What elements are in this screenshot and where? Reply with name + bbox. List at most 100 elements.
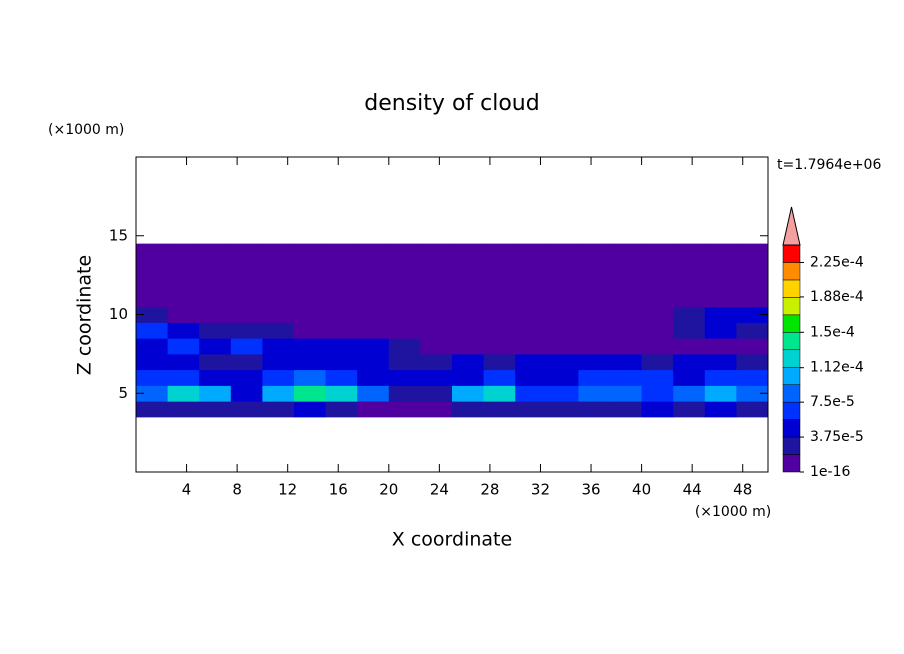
- cell: [136, 353, 169, 371]
- x-tick-label: 4: [182, 481, 192, 499]
- x-tick-label: 48: [733, 481, 752, 499]
- cell: [483, 243, 516, 260]
- colorbar-label: 7.5e-5: [810, 394, 855, 410]
- cell: [515, 353, 548, 371]
- time-label: t=1.7964e+06: [777, 157, 881, 173]
- cell: [546, 306, 579, 323]
- cell: [673, 259, 706, 276]
- colorbar-band: [782, 419, 801, 438]
- colorbar-band: [782, 314, 801, 333]
- cell: [420, 259, 453, 276]
- cell: [610, 322, 643, 339]
- cell: [546, 338, 579, 355]
- cell: [483, 338, 516, 355]
- cell: [325, 353, 358, 371]
- cell: [230, 243, 263, 260]
- x-tick-label: 40: [632, 481, 651, 499]
- cell: [483, 353, 516, 371]
- cell: [578, 306, 611, 323]
- cell: [673, 243, 706, 260]
- cell: [546, 385, 579, 402]
- cell: [736, 401, 769, 418]
- cell: [736, 290, 769, 308]
- cell: [199, 338, 232, 355]
- cell: [388, 290, 421, 308]
- cell: [641, 401, 674, 418]
- cell: [578, 290, 611, 308]
- cell: [704, 322, 737, 339]
- cell: [294, 322, 327, 339]
- cell: [578, 243, 611, 260]
- colorbar-band: [782, 297, 801, 316]
- cell: [546, 369, 579, 386]
- cell: [515, 259, 548, 276]
- cell: [199, 290, 232, 308]
- cell: [452, 401, 485, 418]
- cell: [704, 290, 737, 308]
- cell: [483, 306, 516, 323]
- cell: [578, 322, 611, 339]
- cell: [136, 369, 169, 386]
- cell: [483, 385, 516, 402]
- cell: [546, 243, 579, 260]
- cell: [736, 338, 769, 355]
- cell: [294, 306, 327, 323]
- x-tick-label: 20: [379, 481, 398, 499]
- cell: [230, 322, 263, 339]
- cell: [546, 401, 579, 418]
- cell: [294, 243, 327, 260]
- cell: [325, 338, 358, 355]
- cell: [167, 243, 200, 260]
- cell: [294, 369, 327, 386]
- colorbar-label: 1.5e-4: [810, 324, 855, 340]
- cell: [483, 322, 516, 339]
- cell: [610, 275, 643, 292]
- cell: [199, 306, 232, 323]
- cell: [515, 275, 548, 292]
- colorbar-band: [782, 366, 801, 385]
- cell: [704, 369, 737, 386]
- cell: [388, 369, 421, 386]
- x-unit: (×1000 m): [695, 504, 771, 520]
- cell: [704, 259, 737, 276]
- cell: [325, 306, 358, 323]
- cell: [357, 385, 390, 402]
- x-axis-label: X coordinate: [392, 529, 512, 551]
- cell: [388, 353, 421, 371]
- cell: [704, 401, 737, 418]
- colorbar-label: 1.88e-4: [810, 289, 864, 305]
- cell: [230, 401, 263, 418]
- cell: [136, 385, 169, 402]
- cell: [199, 401, 232, 418]
- cell: [610, 290, 643, 308]
- cell: [515, 401, 548, 418]
- cell: [736, 369, 769, 386]
- cell: [230, 290, 263, 308]
- cell: [262, 306, 295, 323]
- cell: [325, 322, 358, 339]
- cell: [452, 353, 485, 371]
- y-unit: (×1000 m): [48, 122, 124, 138]
- cell: [262, 275, 295, 292]
- x-tick-label: 44: [683, 481, 702, 499]
- cell: [199, 243, 232, 260]
- cell: [262, 338, 295, 355]
- cell: [641, 306, 674, 323]
- colorbar-extend: [782, 206, 801, 246]
- x-tick-label: 28: [480, 481, 499, 499]
- chart-title: density of cloud: [364, 91, 539, 116]
- cell: [704, 353, 737, 371]
- cell: [610, 353, 643, 371]
- cell: [546, 259, 579, 276]
- cell: [673, 338, 706, 355]
- cell: [704, 385, 737, 402]
- cell: [452, 275, 485, 292]
- cell: [704, 275, 737, 292]
- cell: [230, 259, 263, 276]
- cell: [199, 275, 232, 292]
- cell: [736, 243, 769, 260]
- cell: [230, 338, 263, 355]
- colorbar-band: [782, 436, 801, 455]
- cell: [483, 369, 516, 386]
